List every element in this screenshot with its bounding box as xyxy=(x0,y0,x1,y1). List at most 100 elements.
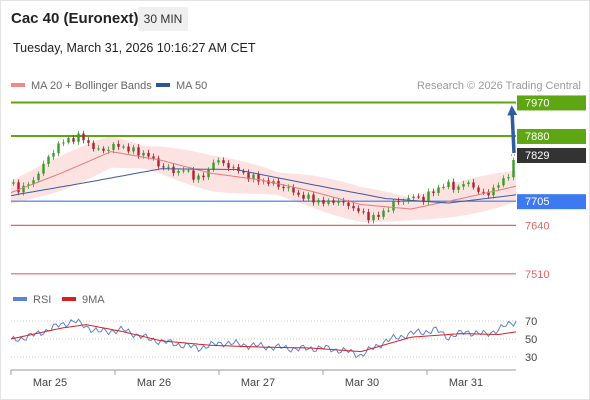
level-box-7705 xyxy=(517,194,586,210)
level-box-7970 xyxy=(517,95,586,111)
candle-body xyxy=(17,182,20,193)
candle-body xyxy=(177,171,180,173)
price-levels xyxy=(11,101,516,275)
legend-label-9ma: 9MA xyxy=(82,294,105,306)
candle-body xyxy=(452,181,455,190)
candle-body xyxy=(427,191,430,203)
level-label-7970: 7970 xyxy=(525,97,549,109)
legend-swatch-ma50 xyxy=(156,83,170,88)
candle-body xyxy=(362,211,365,213)
candle-body xyxy=(67,138,70,143)
candle-body xyxy=(182,170,185,172)
candle-body xyxy=(412,196,415,199)
candle-body xyxy=(132,147,135,152)
candle-body xyxy=(257,174,260,182)
candle-body xyxy=(72,138,75,142)
level-label-7880: 7880 xyxy=(525,131,549,143)
candle-body xyxy=(157,158,160,167)
legend-swatch-ma20 xyxy=(11,83,25,88)
x-tick-label: Mar 27 xyxy=(241,377,275,389)
timeframe-badge[interactable]: 30 MIN xyxy=(138,7,188,31)
candle-body xyxy=(462,184,465,187)
candle-body xyxy=(82,133,85,141)
candle-body xyxy=(342,201,345,203)
candle-body xyxy=(407,198,410,201)
candle-body xyxy=(502,178,505,186)
candle-body xyxy=(312,194,315,203)
legend-swatch-rsi xyxy=(13,297,27,301)
candle-body xyxy=(467,182,470,185)
candle-body xyxy=(207,169,210,178)
candle-body xyxy=(282,186,285,189)
level-label-7705: 7705 xyxy=(525,196,549,208)
candle-body xyxy=(147,152,150,157)
x-tick-label: Mar 31 xyxy=(449,377,483,389)
candle-body xyxy=(512,159,515,178)
candle-body xyxy=(497,185,500,188)
candle-body xyxy=(57,143,60,154)
candle-body xyxy=(197,175,200,180)
candle-body xyxy=(12,182,15,184)
candle-body xyxy=(402,200,405,202)
candle-body xyxy=(487,191,490,196)
level-labels: 7970 7880 7829 7705 7640 7510 xyxy=(517,95,586,281)
candle-body xyxy=(62,142,65,144)
legend-ma50: MA 50 xyxy=(156,80,207,92)
candle-body xyxy=(107,149,110,151)
candle-body xyxy=(112,143,115,150)
x-tick-label: Mar 30 xyxy=(345,377,379,389)
candle-body xyxy=(202,175,205,178)
level-label-7829: 7829 xyxy=(525,150,549,162)
candle-body xyxy=(437,187,440,193)
candle-body xyxy=(87,140,90,143)
candle-body xyxy=(297,192,300,195)
x-axis-ticks: Mar 25 Mar 26 Mar 27 Mar 30 Mar 31 xyxy=(10,370,483,389)
candle-body xyxy=(42,163,45,174)
candle-body xyxy=(352,206,355,209)
candle-body xyxy=(217,160,220,163)
x-tick-label: Mar 25 xyxy=(33,377,67,389)
candle-body xyxy=(392,201,395,211)
x-tick-label: Mar 26 xyxy=(137,377,171,389)
candle-body xyxy=(482,191,485,193)
candle-body xyxy=(472,182,475,188)
candle-body xyxy=(422,196,425,203)
candle-body xyxy=(287,187,290,189)
candle-body xyxy=(317,200,320,203)
legend-ma20: MA 20 + Bollinger Bands xyxy=(11,80,152,92)
candle-body xyxy=(332,200,335,203)
candle-body xyxy=(302,194,305,199)
candle-body xyxy=(92,142,95,150)
candle-body xyxy=(447,181,450,187)
candle-body xyxy=(417,196,420,198)
candle-body xyxy=(337,201,340,203)
candle-body xyxy=(47,156,50,164)
candle-body xyxy=(212,162,215,170)
level-label-7510: 7510 xyxy=(525,269,549,281)
candle-body xyxy=(397,201,400,203)
candle-body xyxy=(232,167,235,169)
candle-body xyxy=(322,200,325,204)
candle-body xyxy=(152,156,155,159)
candle-body xyxy=(227,163,230,168)
ma50-line xyxy=(10,168,517,204)
rsi-legend: RSI 9MA xyxy=(13,294,105,306)
candle-body xyxy=(32,180,35,185)
candles xyxy=(12,130,515,224)
candle-body xyxy=(252,174,255,180)
candle-body xyxy=(167,166,170,168)
candle-body xyxy=(347,202,350,207)
candle-body xyxy=(137,147,140,156)
legend-label-rsi: RSI xyxy=(33,294,51,306)
candle-body xyxy=(122,146,125,148)
candle-body xyxy=(507,177,510,179)
candle-body xyxy=(127,146,130,152)
candle-body xyxy=(22,185,25,193)
candle-body xyxy=(222,160,225,164)
level-box-7829 xyxy=(517,147,586,163)
candle-body xyxy=(97,148,100,150)
candle-body xyxy=(457,186,460,190)
candle-body xyxy=(292,187,295,193)
rsi-tick-30: 30 xyxy=(525,352,537,364)
